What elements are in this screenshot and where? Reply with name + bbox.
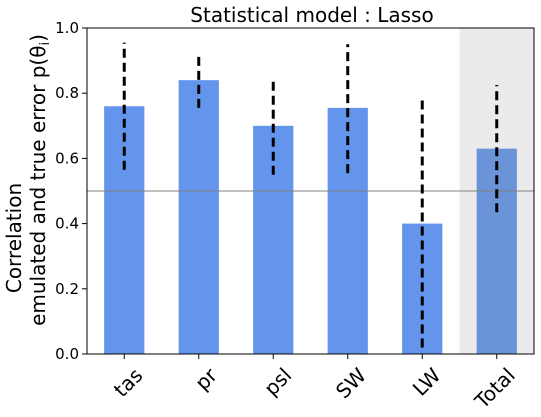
y-tick-label: 0.8 — [55, 84, 79, 102]
y-tick-label: 0.4 — [55, 215, 79, 233]
y-axis-label-line1: Correlation — [2, 183, 26, 293]
y-tick-label: 1.0 — [55, 19, 79, 37]
y-axis-label-tail: ) — [26, 34, 50, 42]
x-tick-label: LW — [408, 363, 446, 401]
plot-area — [87, 28, 534, 355]
y-tick-label: 0.0 — [55, 345, 79, 363]
bar-pr — [178, 80, 219, 354]
y-axis-label: Correlation emulated and true error p(θi… — [2, 34, 53, 326]
x-tick-label: tas — [109, 363, 148, 402]
y-axis-label-line2: emulated and true error p(θi) — [26, 34, 53, 326]
x-tick-label: SW — [331, 363, 371, 403]
axes-frame — [86, 27, 535, 355]
x-tick-label: psl — [259, 363, 296, 400]
x-tick-label: pr — [190, 363, 222, 395]
bar-psl — [253, 125, 294, 354]
y-axis-label-line2-main: emulated and true error p(θ — [26, 46, 50, 326]
x-tick-label: Total — [469, 363, 520, 414]
bar-tas — [104, 106, 145, 355]
y-axis-label-subscript: i — [38, 42, 53, 46]
bar-sw — [327, 107, 368, 355]
chart-title: Statistical model : Lasso — [190, 3, 433, 27]
y-tick-label: 0.2 — [55, 280, 79, 298]
y-tick-label: 0.6 — [55, 149, 79, 167]
